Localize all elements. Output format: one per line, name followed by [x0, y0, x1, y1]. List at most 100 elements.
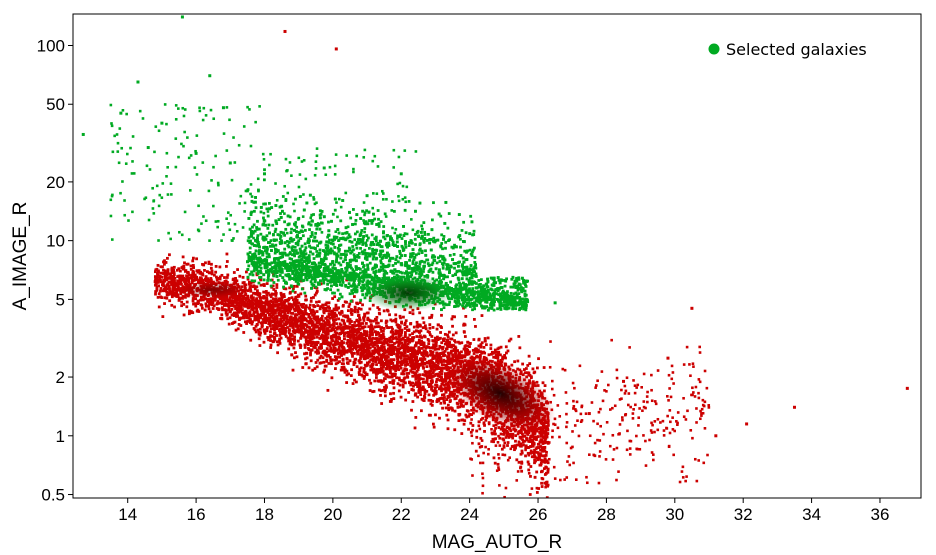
red-point [444, 383, 448, 386]
red-point [249, 338, 253, 342]
red-point [375, 337, 378, 340]
red-point [377, 358, 381, 361]
red-point [427, 398, 431, 402]
red-point [395, 340, 399, 344]
red-point [283, 332, 286, 335]
red-point [358, 335, 362, 339]
red-point [299, 292, 303, 296]
red-point [338, 343, 342, 347]
red-point [277, 313, 281, 317]
red-point [499, 427, 503, 431]
red-point [526, 460, 530, 464]
red-point [295, 318, 299, 322]
red-point [234, 328, 238, 332]
red-point [340, 353, 343, 357]
red-point [443, 354, 447, 357]
red-point [340, 362, 344, 366]
red-point [176, 293, 180, 297]
red-point [446, 333, 449, 337]
red-point [475, 429, 479, 433]
red-point [523, 439, 527, 443]
red-point [539, 448, 542, 452]
red-point [321, 334, 325, 338]
red-point [416, 329, 420, 333]
red-point [442, 383, 446, 387]
red-point [426, 383, 430, 386]
red-point [399, 356, 403, 359]
red-point [531, 450, 535, 454]
red-point [311, 340, 315, 344]
red-point [378, 337, 382, 341]
red-point [384, 319, 388, 323]
red-point [155, 279, 159, 283]
red-point [301, 366, 305, 369]
red-point [402, 369, 406, 373]
red-point [430, 381, 434, 385]
red-point [519, 452, 523, 456]
red-point [274, 294, 278, 297]
red-point [434, 365, 438, 369]
red-point [246, 300, 249, 304]
red-point [433, 354, 437, 358]
red-point [429, 399, 433, 402]
red-point [515, 443, 519, 447]
red-point [445, 363, 448, 367]
red-point [445, 347, 449, 351]
red-point [228, 298, 231, 302]
red-point [429, 382, 433, 386]
red-point [313, 323, 317, 327]
red-point [338, 355, 342, 359]
red-point [302, 326, 306, 330]
red-point [283, 314, 287, 318]
red-point [440, 379, 444, 383]
red-point [506, 349, 510, 353]
red-point [204, 304, 208, 308]
red-point [524, 431, 527, 434]
red-point [539, 501, 542, 504]
red-point [400, 351, 404, 355]
red-point [472, 352, 476, 355]
red-point [458, 352, 461, 356]
red-point [312, 304, 315, 307]
red-point [292, 346, 296, 350]
red-point [447, 340, 451, 344]
red-point [403, 333, 407, 337]
red-point [179, 278, 182, 281]
red-point [395, 354, 399, 358]
red-point [371, 359, 375, 363]
red-point [280, 319, 284, 323]
red-point [397, 331, 400, 335]
red-point [383, 390, 387, 394]
red-point [421, 316, 425, 320]
red-point [271, 300, 275, 304]
red-point [268, 312, 272, 316]
red-point [536, 435, 540, 438]
red-point [418, 390, 422, 393]
red-point [390, 397, 393, 401]
red-point [317, 320, 321, 324]
red-point [241, 308, 244, 311]
red-point [275, 283, 279, 287]
red-point [182, 267, 185, 271]
red-point [309, 332, 312, 336]
red-point [175, 268, 179, 272]
red-point [329, 346, 333, 350]
red-point [346, 315, 350, 318]
red-point [407, 356, 411, 360]
red-point [397, 376, 401, 380]
red-point [368, 333, 372, 337]
red-point [327, 349, 331, 353]
red-point [288, 316, 292, 320]
red-point [449, 390, 452, 394]
red-point [314, 350, 318, 354]
red-point [349, 319, 353, 323]
red-point [389, 362, 393, 366]
red-point [170, 295, 174, 299]
red-point [172, 265, 176, 269]
red-point [448, 393, 452, 397]
red-point [224, 311, 228, 315]
red-point [445, 413, 449, 417]
red-point [385, 365, 389, 369]
red-point [449, 351, 453, 355]
red-point [392, 397, 396, 401]
